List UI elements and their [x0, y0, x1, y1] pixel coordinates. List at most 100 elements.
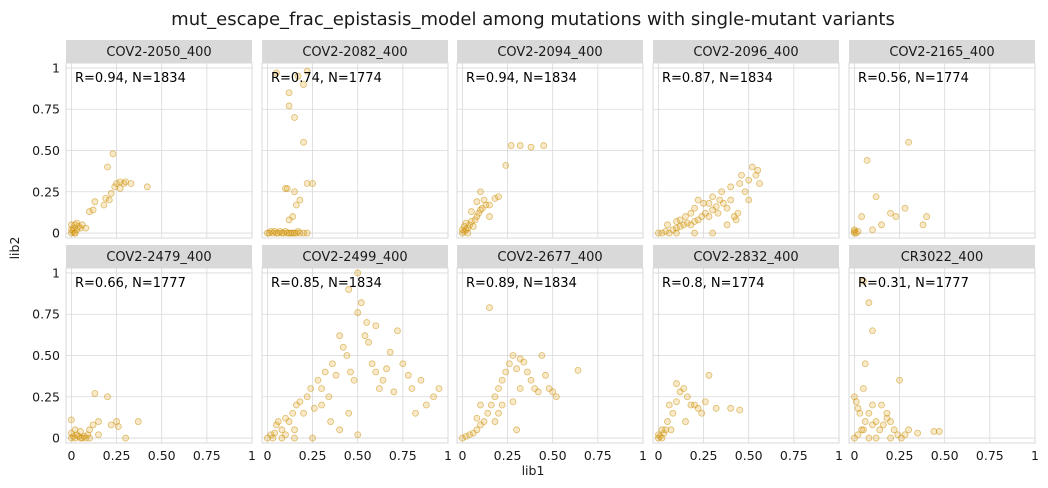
scatter-point — [77, 224, 84, 232]
scatter-point — [869, 401, 876, 409]
x-tick-label: 0.25 — [690, 448, 718, 463]
scatter-point — [82, 434, 90, 442]
scatter-point — [861, 360, 869, 368]
scatter-point — [104, 163, 111, 171]
scatter-point — [879, 421, 887, 429]
scatter-point — [732, 216, 740, 224]
x-tick-label: 1 — [639, 448, 647, 463]
scatter-point — [269, 434, 277, 442]
x-tick-label: 0.75 — [976, 448, 1004, 463]
scatter-point — [386, 348, 394, 356]
scatter-point — [285, 418, 293, 425]
scatter-point — [477, 188, 484, 196]
y-tick-label: 1 — [52, 60, 60, 75]
scatter-point — [354, 269, 362, 277]
scatter-point — [264, 229, 271, 237]
scatter-point — [300, 229, 307, 237]
x-tick-label: 0.25 — [494, 448, 522, 463]
scatter-point — [673, 218, 680, 225]
scatter-point — [417, 376, 425, 384]
scatter-point — [473, 198, 481, 206]
scatter-point — [745, 196, 753, 204]
scatter-point — [863, 157, 871, 164]
scatter-point — [698, 409, 706, 417]
scatter-point — [296, 196, 304, 204]
scatter-point — [307, 385, 315, 392]
scatter-point — [303, 180, 311, 187]
scatter-point — [878, 221, 885, 229]
scatter-point — [469, 223, 477, 230]
scatter-point — [854, 431, 862, 439]
correlation-annotation: R=0.89, N=1834 — [466, 276, 577, 291]
scatter-point — [379, 376, 387, 384]
scatter-point — [107, 421, 115, 429]
scatter-point — [491, 418, 499, 425]
scatter-point — [430, 393, 437, 401]
scatter-point — [869, 327, 876, 335]
scatter-point — [745, 176, 753, 184]
scatter-point — [854, 404, 862, 412]
scatter-point — [296, 398, 304, 406]
scatter-point — [466, 221, 474, 229]
facet-label: COV2-2050_400 — [106, 45, 211, 60]
scatter-point — [86, 426, 93, 434]
x-axis-label: lib1 — [522, 463, 545, 478]
x-tick-label: 0.50 — [344, 448, 372, 463]
scatter-point — [303, 67, 311, 75]
scatter-point — [278, 229, 286, 237]
scatter-point — [540, 142, 548, 149]
scatter-point — [923, 213, 931, 220]
scatter-point — [109, 150, 117, 158]
scatter-point — [71, 434, 79, 442]
scatter-point — [486, 304, 493, 312]
scatter-point — [890, 426, 898, 434]
x-tick-label: 0.75 — [389, 448, 417, 463]
facet-label: COV2-2094_400 — [497, 45, 602, 60]
facet-panel-5: COV2-2479_400 R=0.66, N=1777 0 0.25 0.50 0.75… — [32, 245, 256, 463]
scatter-point — [516, 385, 524, 392]
scatter-point — [513, 365, 520, 373]
scatter-point — [852, 398, 860, 406]
scatter-point — [712, 404, 720, 412]
facet-strip — [262, 245, 448, 268]
scatter-point — [727, 404, 735, 412]
facet-panel-1: COV2-2082_400 R=0.74, N=1774 — [261, 40, 449, 239]
facet-panel-0: COV2-2050_400 R=0.94, N=1834 0 0.25 0.50 0.75… — [32, 40, 253, 241]
scatter-point — [865, 434, 873, 442]
facet-strip — [66, 40, 252, 63]
scatter-point — [538, 352, 546, 359]
scatter-point — [687, 209, 695, 217]
correlation-annotation: R=0.8, N=1774 — [662, 276, 765, 291]
scatter-point — [727, 196, 735, 204]
y-tick-label: 0.75 — [32, 102, 60, 117]
scatter-point — [662, 426, 670, 434]
scatter-point — [705, 199, 713, 207]
scatter-point — [291, 426, 298, 434]
scatter-point — [509, 398, 517, 406]
facet-panel-6: COV2-2499_400 R=0.85, N=1834 0 0.25 0.50 0.75… — [261, 245, 452, 463]
scatter-point — [321, 368, 329, 376]
scatter-point — [332, 371, 340, 379]
scatter-point — [273, 69, 280, 77]
scatter-point — [459, 434, 466, 442]
correlation-annotation: R=0.94, N=1834 — [466, 71, 577, 86]
scatter-point — [683, 219, 691, 227]
scatter-point — [468, 218, 475, 225]
scatter-point — [412, 409, 419, 417]
scatter-point — [709, 193, 716, 201]
scatter-point — [283, 185, 291, 192]
scatter-point — [314, 376, 322, 384]
scatter-point — [471, 216, 479, 224]
scatter-point — [477, 401, 484, 409]
facet-panel-9: CR3022_400 R=0.31, N=1777 0 0.25 0.50 0.75 1 — [848, 245, 1039, 463]
scatter-point — [851, 226, 858, 234]
correlation-annotation: R=0.66, N=1777 — [75, 276, 186, 291]
facet-strip — [457, 40, 643, 63]
scatter-point — [491, 393, 499, 401]
scatter-point — [285, 102, 293, 110]
scatter-point — [865, 409, 873, 417]
scatter-point — [700, 199, 707, 207]
scatter-point — [683, 393, 691, 401]
scatter-point — [520, 358, 528, 366]
scatter-point — [292, 201, 300, 209]
